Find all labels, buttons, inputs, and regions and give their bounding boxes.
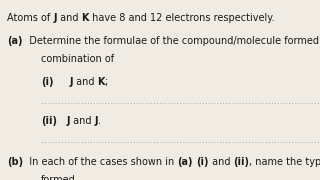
Text: K: K (97, 76, 105, 87)
Text: have 8 and 12 electrons respectively.: have 8 and 12 electrons respectively. (89, 13, 275, 23)
Text: ................................................................................: ........................................… (41, 136, 320, 145)
Text: , name the type of chem: , name the type of chem (249, 157, 320, 167)
Text: (a): (a) (178, 157, 193, 167)
Text: and: and (70, 116, 94, 126)
Text: .: . (98, 116, 101, 126)
Text: (b): (b) (7, 157, 23, 167)
Text: ;: ; (105, 76, 108, 87)
Text: J: J (66, 116, 70, 126)
Text: J: J (53, 13, 57, 23)
Text: (ii): (ii) (41, 116, 57, 126)
Text: (ii): (ii) (233, 157, 249, 167)
Text: and: and (209, 157, 233, 167)
Text: J: J (94, 116, 98, 126)
Text: combination of: combination of (41, 54, 114, 64)
Text: (i): (i) (41, 76, 53, 87)
Text: J: J (69, 76, 73, 87)
Text: and: and (73, 76, 97, 87)
Text: (a): (a) (7, 36, 22, 46)
Text: Determine the formulae of the compound/molecule formed by the: Determine the formulae of the compound/m… (22, 36, 320, 46)
Text: Atoms of: Atoms of (7, 13, 53, 23)
Text: (i): (i) (196, 157, 209, 167)
Text: K: K (82, 13, 89, 23)
Text: In each of the cases shown in: In each of the cases shown in (23, 157, 178, 167)
Text: ................................................................................: ........................................… (41, 97, 320, 106)
Text: and: and (57, 13, 82, 23)
Text: formed.: formed. (41, 175, 79, 180)
